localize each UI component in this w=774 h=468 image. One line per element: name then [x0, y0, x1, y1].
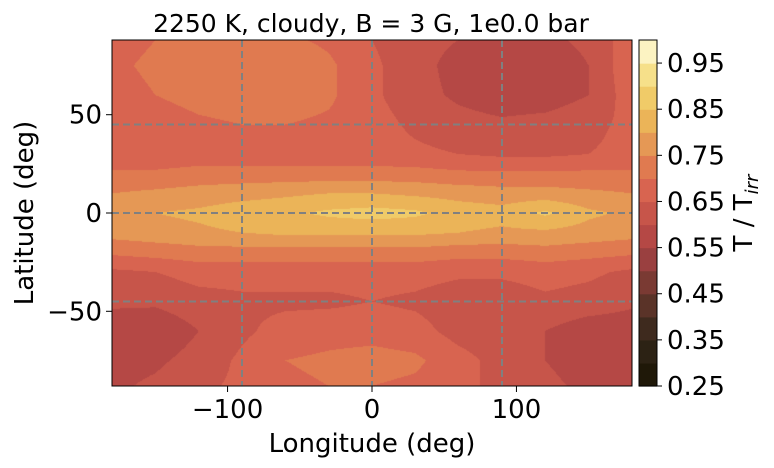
y-axis: −50 0 50: [47, 101, 112, 327]
colorbar-level: [639, 362, 657, 387]
x-tick-label: −100: [192, 395, 263, 425]
colorbar-level: [639, 40, 657, 64]
colorbar-level: [639, 224, 657, 249]
y-tick-label: 0: [85, 199, 102, 229]
colorbar-tick-label: 0.65: [667, 187, 725, 217]
colorbar-frame: [638, 39, 658, 387]
y-tick-label: −50: [47, 297, 102, 327]
colorbar-level: [639, 109, 657, 133]
colorbar: 0.25 0.35 0.45 0.55 0.65 0.75 0.85 0.95: [638, 39, 725, 402]
colorbar-tick-label: 0.75: [667, 141, 725, 171]
colorbar-level: [639, 247, 657, 272]
colorbar-tick-label: 0.45: [667, 280, 725, 310]
colorbar-level: [639, 339, 657, 364]
colorbar-level: [639, 201, 657, 226]
colorbar-tick-label: 0.55: [667, 234, 725, 264]
x-axis-label: Longitude (deg): [269, 429, 476, 459]
colorbar-label: T / Tirr: [729, 173, 763, 252]
chart-title: 2250 K, cloudy, B = 3 G, 1e0.0 bar: [153, 9, 590, 38]
colorbar-tick-label: 0.35: [667, 326, 725, 356]
colorbar-level: [639, 270, 657, 295]
colorbar-label-subscript: irr: [742, 173, 763, 194]
colorbar-label-main: T / T: [729, 194, 759, 252]
colorbar-level: [639, 293, 657, 318]
colorbar-level: [639, 155, 657, 179]
colorbar-level: [639, 178, 657, 203]
x-axis: −100 0 100: [192, 386, 541, 425]
x-tick-label: 100: [492, 395, 542, 425]
colorbar-tick-label: 0.85: [667, 95, 725, 125]
colorbar-level: [639, 132, 657, 156]
colorbar-level: [639, 86, 657, 110]
y-axis-label: Latitude (deg): [10, 121, 40, 306]
grid-lines: [112, 40, 632, 386]
colorbar-tick-label: 0.25: [667, 372, 725, 402]
x-tick-label: 0: [364, 395, 381, 425]
colorbar-level: [639, 63, 657, 87]
y-tick-label: 50: [69, 101, 102, 131]
colorbar-tick-label: 0.95: [667, 49, 725, 79]
colorbar-level: [639, 316, 657, 341]
